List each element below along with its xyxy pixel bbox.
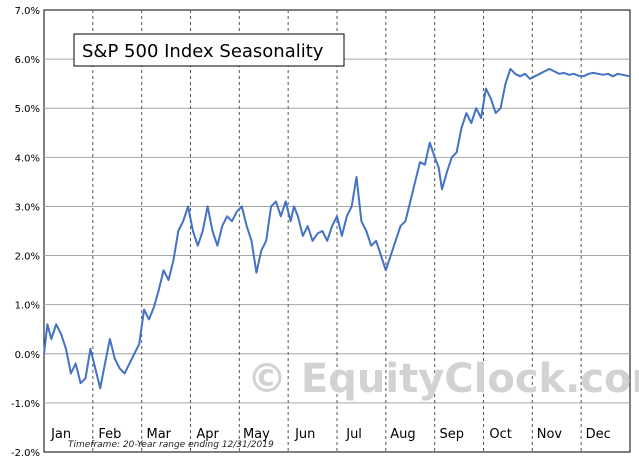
y-tick-label: 7.0% (15, 6, 40, 17)
month-label: Feb (98, 427, 121, 442)
vertical-gridlines (92, 10, 582, 452)
month-label: Apr (196, 427, 219, 442)
y-tick-label: 5.0% (15, 104, 40, 115)
y-tick-label: 3.0% (15, 202, 40, 213)
footnote: Timeframe: 20-Year range ending 12/31/20… (68, 440, 274, 450)
month-label: Nov (537, 427, 563, 442)
chart-title: S&P 500 Index Seasonality (82, 41, 324, 62)
x-axis-month-labels: Jan Feb Mar Apr May Jun Jul Aug Sep Oct Nov Dec (50, 427, 611, 442)
month-label: Aug (390, 427, 415, 442)
month-label: Dec (586, 427, 611, 442)
y-tick-label: -1.0% (11, 399, 40, 410)
month-label: Mar (146, 427, 171, 442)
y-tick-label: -2.0% (11, 448, 40, 459)
month-label: Oct (489, 427, 511, 442)
month-label: Sep (440, 427, 465, 442)
month-label: Jul (345, 427, 362, 442)
series-line (43, 67, 631, 390)
watermark: © EquityClock.com (247, 356, 639, 402)
y-tick-label: 2.0% (15, 252, 40, 263)
title-box (73, 33, 345, 67)
y-tick-label: 6.0% (15, 55, 40, 66)
y-axis-ticks: -2.0% -1.0% 0.0% 1.0% 2.0% 3.0% 4.0% 5.0% 6.0% 7.… (11, 6, 40, 459)
y-tick-label: 4.0% (15, 153, 40, 164)
chart-title-box: S&P 500 Index Seasonality (73, 33, 345, 67)
y-tick-label: 0.0% (15, 350, 40, 361)
month-label: Jun (294, 427, 315, 442)
y-tick-label: 1.0% (15, 301, 40, 312)
month-label: Jan (50, 427, 71, 442)
month-label: May (243, 427, 270, 442)
